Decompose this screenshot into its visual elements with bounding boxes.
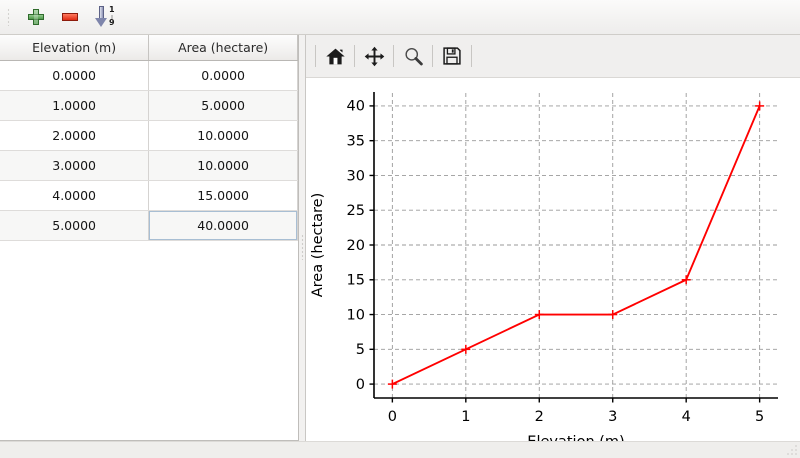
table-empty-area [0,241,298,440]
cell-area[interactable]: 0.0000 [148,60,298,91]
cell-elevation[interactable]: 2.0000 [0,120,150,151]
cell-elevation[interactable]: 0.0000 [0,60,150,91]
table-row[interactable]: 5.0000 40.0000 [0,210,298,241]
cell-area[interactable]: 10.0000 [148,120,298,151]
pan-button[interactable] [356,39,392,73]
status-bar [0,441,800,458]
cell-area[interactable]: 5.0000 [148,90,298,121]
chart-canvas[interactable]: 0510152025303540012345Elevation (m)Area … [306,78,800,458]
toolbar-separator [315,45,316,67]
svg-text:25: 25 [347,203,365,219]
cell-elevation[interactable]: 3.0000 [0,150,150,181]
svg-text:10: 10 [347,307,365,323]
sort-digit-top: 1 [109,5,115,14]
svg-text:2: 2 [535,409,544,425]
table-toolbar: 1 9 [0,0,800,35]
add-row-button[interactable] [19,2,53,32]
minus-icon [62,13,78,21]
magnifier-icon [403,46,424,67]
table-header-row: Elevation (m) Area (hectare) [0,35,298,61]
cell-elevation[interactable]: 5.0000 [0,210,150,241]
matplotlib-navigation-toolbar [306,35,800,78]
plus-icon [28,9,44,25]
move-icon [364,46,385,67]
svg-text:1: 1 [461,409,470,425]
table-row[interactable]: 2.0000 10.0000 [0,120,298,151]
toolbar-separator [354,45,355,67]
svg-text:40: 40 [347,99,365,115]
toolbar-separator [471,45,472,67]
cell-elevation[interactable]: 4.0000 [0,180,150,211]
svg-text:5: 5 [356,342,365,358]
zoom-button[interactable] [395,39,431,73]
home-icon [325,46,346,67]
svg-text:4: 4 [682,409,691,425]
table-row[interactable]: 4.0000 15.0000 [0,180,298,211]
svg-text:35: 35 [347,133,365,149]
svg-text:20: 20 [347,238,365,254]
cell-area[interactable]: 10.0000 [148,150,298,181]
svg-text:15: 15 [347,273,365,289]
sort-ascending-icon: 1 9 [94,6,118,28]
toolbar-grip[interactable] [4,5,13,29]
table-row[interactable]: 1.0000 5.0000 [0,90,298,121]
cell-area-selected[interactable]: 40.0000 [148,210,298,241]
chart-panel: 0510152025303540012345Elevation (m)Area … [305,35,800,458]
save-figure-button[interactable] [434,39,470,73]
floppy-disk-icon [442,46,462,66]
column-header-elevation[interactable]: Elevation (m) [0,35,150,61]
svg-text:3: 3 [608,409,617,425]
resize-grip[interactable] [786,444,798,456]
cell-area[interactable]: 15.0000 [148,180,298,211]
delete-row-button[interactable] [53,2,87,32]
toolbar-separator [393,45,394,67]
elevation-area-table-panel: Elevation (m) Area (hectare) 0.0000 0.00… [0,35,299,441]
sort-digit-bottom: 9 [109,18,115,27]
svg-text:0: 0 [356,377,365,393]
svg-text:0: 0 [388,409,397,425]
column-header-area[interactable]: Area (hectare) [148,35,298,61]
svg-text:5: 5 [755,409,764,425]
panel-splitter[interactable] [299,35,305,458]
table-row[interactable]: 3.0000 10.0000 [0,150,298,181]
cell-elevation[interactable]: 1.0000 [0,90,150,121]
line-chart: 0510152025303540012345Elevation (m)Area … [306,78,796,458]
toolbar-separator [432,45,433,67]
svg-text:Area (hectare): Area (hectare) [310,193,326,298]
table-row[interactable]: 0.0000 0.0000 [0,60,298,91]
home-button[interactable] [317,39,353,73]
elevation-area-table[interactable]: Elevation (m) Area (hectare) 0.0000 0.00… [0,35,298,241]
sort-button[interactable]: 1 9 [87,2,125,32]
svg-text:30: 30 [347,168,365,184]
main-split-area: Elevation (m) Area (hectare) 0.0000 0.00… [0,35,800,458]
